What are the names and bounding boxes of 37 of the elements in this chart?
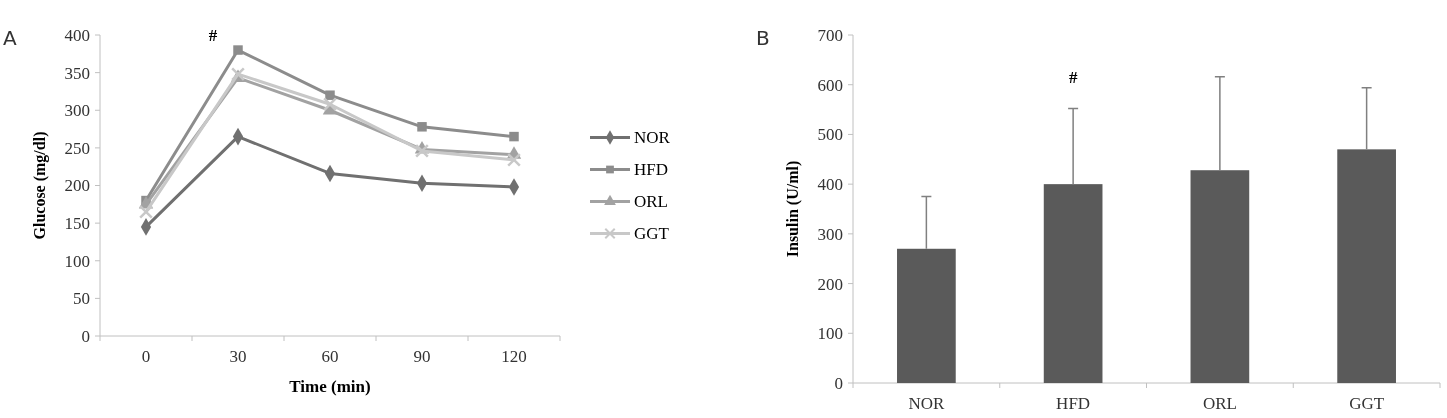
y-tick-label: 400 xyxy=(64,25,90,45)
y-axis-title: Insulin (U/ml) xyxy=(784,160,802,258)
y-tick-label: 350 xyxy=(64,63,90,83)
text: A xyxy=(3,26,17,50)
legend-label: GGT xyxy=(634,224,670,244)
y-tick-label: 400 xyxy=(817,175,843,195)
x-tick-label: 60 xyxy=(321,347,339,366)
y-tick-label: 300 xyxy=(817,224,843,244)
x-axis-title: Time (min) xyxy=(289,377,371,396)
legend-label: NOR xyxy=(634,128,671,148)
y-tick-label: 0 xyxy=(81,326,90,346)
x-tick-label: 90 xyxy=(413,347,431,366)
y-tick-label: 100 xyxy=(817,324,843,344)
text: B xyxy=(756,26,770,50)
x-tick-label: 0 xyxy=(141,347,151,366)
y-tick-label: 200 xyxy=(817,274,843,294)
y-tick-label: 200 xyxy=(64,176,90,196)
y-tick-label: 500 xyxy=(817,125,843,145)
y-tick-label: 300 xyxy=(64,101,90,121)
x-tick-label: ORL xyxy=(1202,394,1237,413)
legend-label: HFD xyxy=(634,160,669,180)
x-tick-label: GGT xyxy=(1349,394,1385,413)
annotation: # xyxy=(1068,67,1078,87)
y-tick-label: 100 xyxy=(64,251,90,271)
x-tick-label: 30 xyxy=(229,347,247,366)
y-tick-label: 600 xyxy=(817,75,843,95)
x-tick-label: 120 xyxy=(501,347,527,366)
legend-label: ORL xyxy=(634,192,668,212)
x-tick-label: HFD xyxy=(1056,394,1091,413)
y-tick-label: 700 xyxy=(817,25,843,45)
y-tick-label: 250 xyxy=(64,138,90,158)
y-tick-label: 0 xyxy=(834,373,843,393)
y-tick-label: 50 xyxy=(73,289,90,309)
y-axis-title: Glucose (mg/dl) xyxy=(31,131,49,240)
x-tick-label: NOR xyxy=(908,394,945,413)
annotation: # xyxy=(208,26,218,46)
y-tick-label: 150 xyxy=(64,214,90,234)
